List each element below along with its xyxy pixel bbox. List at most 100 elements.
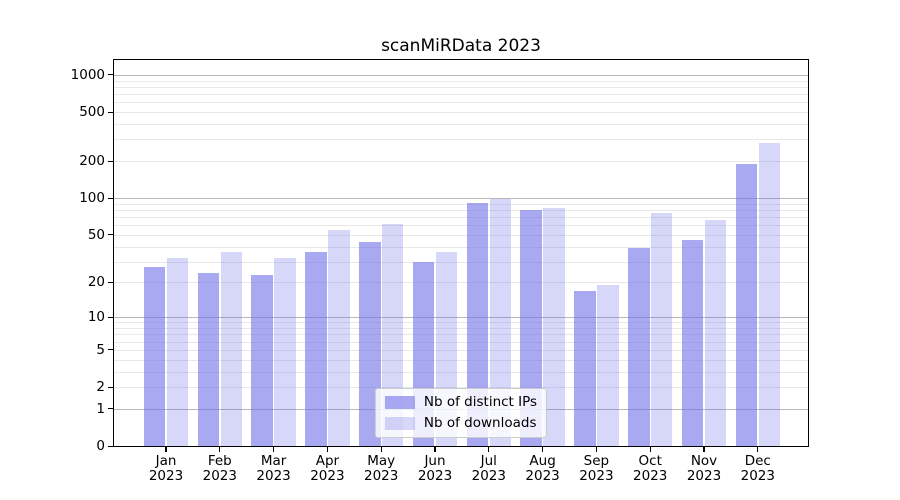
x-tick-mark-dec (757, 447, 759, 452)
bar-downloads-sep (597, 285, 619, 446)
y-tick-mark-5 (108, 349, 113, 351)
legend-item-downloads: Nb of downloads (384, 415, 537, 432)
y-tick-label-2: 2 (96, 379, 105, 395)
gridline-major-100 (114, 198, 808, 200)
y-tick-mark-0 (108, 445, 113, 447)
legend: Nb of distinct IPs Nb of downloads (374, 388, 548, 438)
gridline-minor-600 (114, 102, 808, 104)
bar-downloads-oct (650, 213, 673, 446)
gridline-minor-3 (114, 371, 808, 373)
bar-downloads-nov (704, 220, 727, 446)
x-tick-label-year-jan: 2023 (148, 468, 184, 484)
x-tick-label-year-aug: 2023 (525, 468, 560, 484)
x-tick-label-year-sep: 2023 (579, 468, 614, 484)
gridline-minor-7 (114, 334, 808, 336)
y-tick-mark-10 (108, 316, 113, 318)
gridline-minor-800 (114, 86, 808, 88)
x-tick-mark-jun (434, 447, 436, 452)
x-tick-mark-nov (703, 447, 705, 452)
plot-area: Nb of distinct IPs Nb of downloads (113, 59, 809, 447)
x-tick-mark-mar (273, 447, 275, 452)
y-tick-label-0: 0 (96, 438, 105, 454)
x-tick-label-month-may: May (367, 453, 396, 469)
bar-distinct-ips-nov (681, 240, 704, 446)
bar-distinct-ips-aug (520, 209, 542, 446)
y-tick-label-1000: 1000 (70, 66, 105, 83)
y-tick-mark-500 (108, 111, 113, 113)
x-tick-label-month-dec: Dec (744, 453, 771, 469)
gridline-major-10 (114, 317, 808, 319)
gridline-minor-40 (114, 246, 808, 248)
gridline-minor-80 (114, 209, 808, 211)
bar-downloads-apr (328, 229, 350, 446)
bar-distinct-ips-apr (305, 252, 327, 446)
y-tick-mark-100 (108, 197, 113, 199)
gridline-minor-6 (114, 341, 808, 343)
x-tick-mark-aug (542, 447, 544, 452)
gridline-minor-300 (114, 139, 808, 141)
x-tick-mark-jan (165, 447, 167, 452)
y-tick-label-5: 5 (96, 341, 105, 358)
x-tick-label-month-feb: Feb (207, 453, 232, 469)
gridline-minor-2 (114, 387, 808, 388)
gridline-minor-70 (114, 217, 808, 218)
x-tick-label-month-apr: Apr (315, 453, 340, 469)
x-tick-label-year-may: 2023 (364, 468, 399, 484)
x-tick-mark-feb (219, 447, 221, 452)
x-tick-label-year-jul: 2023 (471, 468, 506, 484)
gridline-minor-60 (114, 225, 808, 227)
x-tick-label-month-aug: Aug (529, 453, 556, 469)
x-tick-label-month-nov: Nov (690, 453, 718, 469)
gridline-minor-500 (114, 112, 808, 113)
bar-downloads-feb (220, 252, 242, 446)
y-tick-label-50: 50 (87, 226, 105, 243)
bar-distinct-ips-jan (143, 267, 166, 446)
y-tick-mark-50 (108, 234, 113, 236)
x-tick-mark-sep (595, 447, 597, 452)
y-tick-label-1: 1 (96, 400, 105, 417)
bar-distinct-ips-oct (628, 247, 650, 446)
x-tick-mark-may (380, 447, 382, 452)
gridline-minor-400 (114, 124, 808, 125)
chart-title: scanMiRData 2023 (381, 36, 541, 56)
legend-label-distinct-ips: Nb of distinct IPs (423, 394, 538, 410)
x-tick-mark-apr (326, 447, 328, 452)
gridline-minor-5 (114, 349, 808, 351)
x-tick-label-year-apr: 2023 (310, 468, 345, 484)
gridline-minor-4 (114, 359, 808, 361)
y-tick-label-10: 10 (87, 309, 105, 326)
y-tick-label-100: 100 (79, 190, 105, 207)
y-tick-label-500: 500 (79, 104, 105, 120)
x-tick-label-year-oct: 2023 (633, 468, 668, 484)
grid-layer (114, 60, 808, 446)
gridline-minor-900 (114, 80, 808, 82)
y-tick-label-20: 20 (87, 274, 105, 291)
legend-label-downloads: Nb of downloads (423, 415, 537, 431)
x-tick-label-month-jul: Jul (480, 453, 497, 469)
y-tick-label-200: 200 (79, 153, 105, 170)
gridline-minor-30 (114, 261, 808, 263)
y-tick-mark-200 (108, 160, 113, 162)
bar-downloads-jan (166, 258, 189, 446)
x-tick-label-year-jun: 2023 (417, 468, 453, 484)
bar-downloads-aug (543, 208, 565, 446)
x-tick-label-year-nov: 2023 (686, 468, 722, 484)
legend-swatch-distinct-ips (384, 396, 415, 409)
x-tick-mark-jul (488, 447, 490, 452)
x-tick-label-month-jun: Jun (424, 453, 446, 469)
gridline-minor-9 (114, 322, 808, 324)
x-tick-label-year-dec: 2023 (740, 468, 775, 484)
x-tick-label-month-oct: Oct (638, 453, 662, 469)
x-tick-label-month-jan: Jan (155, 453, 177, 469)
x-tick-mark-oct (649, 447, 651, 452)
bar-distinct-ips-feb (197, 273, 220, 446)
gridline-minor-200 (114, 161, 808, 163)
gridline-minor-8 (114, 328, 808, 329)
x-tick-label-month-sep: Sep (583, 453, 610, 469)
bar-distinct-ips-sep (574, 290, 596, 446)
gridline-major-1000 (114, 74, 808, 76)
gridline-minor-700 (114, 94, 808, 95)
bar-distinct-ips-jul (466, 203, 489, 446)
bar-downloads-mar (274, 258, 296, 446)
x-tick-label-year-mar: 2023 (256, 468, 291, 484)
